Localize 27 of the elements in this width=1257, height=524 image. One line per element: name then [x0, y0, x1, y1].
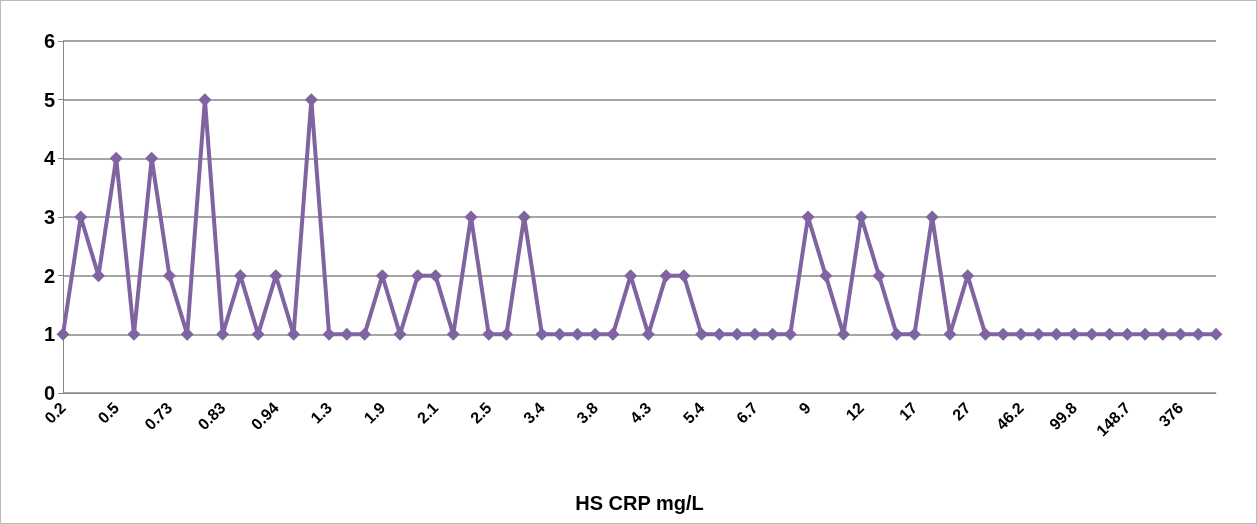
x-tick-label: 12: [842, 398, 868, 424]
y-tick-label: 6: [43, 30, 55, 52]
x-tick-label: 4.3: [626, 398, 655, 427]
x-tick-label: 0.83: [194, 398, 229, 434]
x-tick-label: 0.5: [94, 398, 123, 427]
x-tick-label: 9: [795, 398, 815, 418]
y-tick-label: 3: [43, 206, 55, 228]
x-tick-label: 27: [949, 398, 974, 424]
x-tick-label: 6.7: [733, 398, 761, 427]
y-tick-label: 2: [43, 264, 55, 287]
x-tick-label: 1.3: [307, 398, 336, 427]
x-tick-label: 17: [895, 398, 921, 424]
y-tick-label: 0: [43, 382, 55, 404]
x-tick-label: 1.9: [360, 398, 389, 427]
x-tick-label: 46.2: [992, 398, 1027, 434]
x-axis-title: HS CRP mg/L: [575, 492, 704, 514]
x-tick-label: 376: [1155, 398, 1187, 430]
y-tick-label: 4: [43, 147, 56, 170]
x-tick-label: 0.94: [247, 398, 282, 434]
x-tick-label: 2.5: [466, 398, 495, 427]
y-tick-label: 5: [43, 88, 55, 111]
x-tick-label: 5.4: [679, 398, 708, 427]
x-tick-label: 0.73: [141, 398, 176, 434]
y-tick-label: 1: [43, 323, 55, 346]
x-tick-label: 2.1: [413, 398, 442, 427]
x-tick-label: 3.4: [520, 398, 549, 427]
x-tick-label: 3.8: [573, 398, 602, 427]
